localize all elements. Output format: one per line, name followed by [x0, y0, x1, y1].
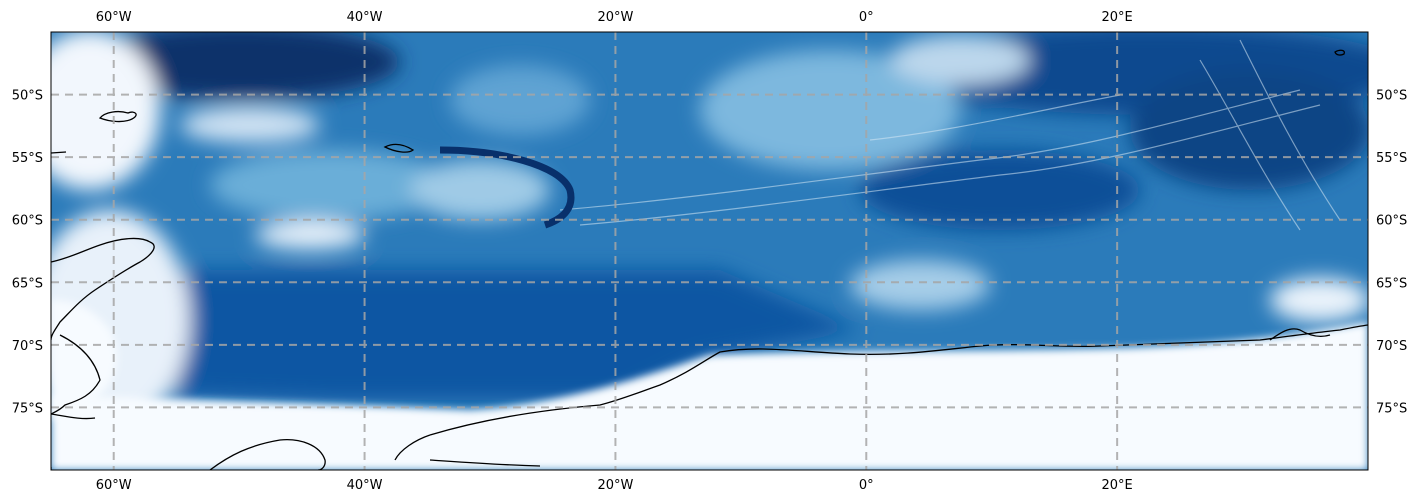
antarctic-peninsula-ice — [51, 300, 117, 420]
bouvet-island — [1334, 49, 1346, 56]
falkland-islands — [98, 111, 137, 123]
lon-tick-label-bottom: 20°E — [1102, 478, 1133, 493]
deep-trough-north — [80, 32, 400, 100]
gridlines — [51, 32, 1368, 470]
lat-tick-label-right: 60°S — [1376, 214, 1407, 229]
ridge-streaks — [559, 39, 1341, 231]
lon-tick-label-bottom: 60°W — [96, 478, 132, 493]
tick-labels: 60°W 60°W 40°W 40°W 20°W 20°W 0° 0° 20°E 20°E 50°S… — [12, 10, 1408, 493]
bathymetry-field — [51, 32, 1368, 430]
ridge-crest-north — [890, 35, 1030, 85]
burdwood-bank — [180, 107, 320, 143]
east-shelf-edge — [1270, 278, 1368, 322]
antarctic-peninsula-coast — [51, 237, 155, 341]
ridge-light-west — [450, 65, 590, 135]
lat-tick-label-right: 55°S — [1376, 151, 1407, 166]
lat-tick-label-left: 55°S — [12, 151, 43, 166]
patagonian-shelf — [51, 32, 160, 190]
lat-tick-label-left: 65°S — [12, 276, 43, 291]
ronne-ice-shelf-coast — [209, 439, 326, 470]
tierra-del-fuego — [51, 151, 67, 154]
maud-rise — [850, 260, 990, 310]
south-sandwich-shallows — [410, 160, 550, 220]
lon-tick-label-top: 60°W — [96, 10, 132, 25]
lat-tick-label-right: 70°S — [1376, 339, 1407, 354]
lat-tick-label-left: 75°S — [12, 401, 43, 416]
lat-tick-label-left: 70°S — [12, 339, 43, 354]
east-antarctic-coast-bay — [1269, 328, 1331, 341]
deep-basin-east — [1130, 70, 1368, 190]
lon-tick-label-top: 40°W — [347, 10, 383, 25]
lat-tick-label-right: 50°S — [1376, 89, 1407, 104]
peninsula-tip-coast — [51, 413, 96, 420]
lat-tick-label-right: 75°S — [1376, 401, 1407, 416]
weddell-coast-south — [394, 434, 431, 461]
lon-tick-label-bottom: 20°W — [597, 478, 633, 493]
peninsula-west-coast — [51, 334, 101, 415]
scotia-arc-shallows — [210, 150, 450, 220]
south-georgia — [383, 143, 415, 153]
weddell-deep-band — [170, 270, 860, 400]
south-orkney-shelf — [255, 221, 365, 249]
deep-basin-central — [860, 150, 1140, 230]
mid-ocean-ridge-light — [700, 50, 960, 170]
lat-tick-label-left: 60°S — [12, 214, 43, 229]
lon-tick-label-top: 0° — [859, 10, 874, 25]
lon-tick-label-top: 20°W — [597, 10, 633, 25]
antarctic-ice-shelf — [51, 322, 1368, 470]
lon-tick-label-bottom: 40°W — [347, 478, 383, 493]
lon-tick-label-top: 20°E — [1102, 10, 1133, 25]
lon-tick-label-bottom: 0° — [859, 478, 874, 493]
map-frame — [50, 31, 1369, 471]
lat-tick-label-right: 65°S — [1376, 276, 1407, 291]
filchner-coast — [429, 459, 541, 467]
south-sandwich-trench — [439, 146, 575, 229]
lat-tick-label-left: 50°S — [12, 89, 43, 104]
map-plot-area — [51, 32, 1368, 470]
